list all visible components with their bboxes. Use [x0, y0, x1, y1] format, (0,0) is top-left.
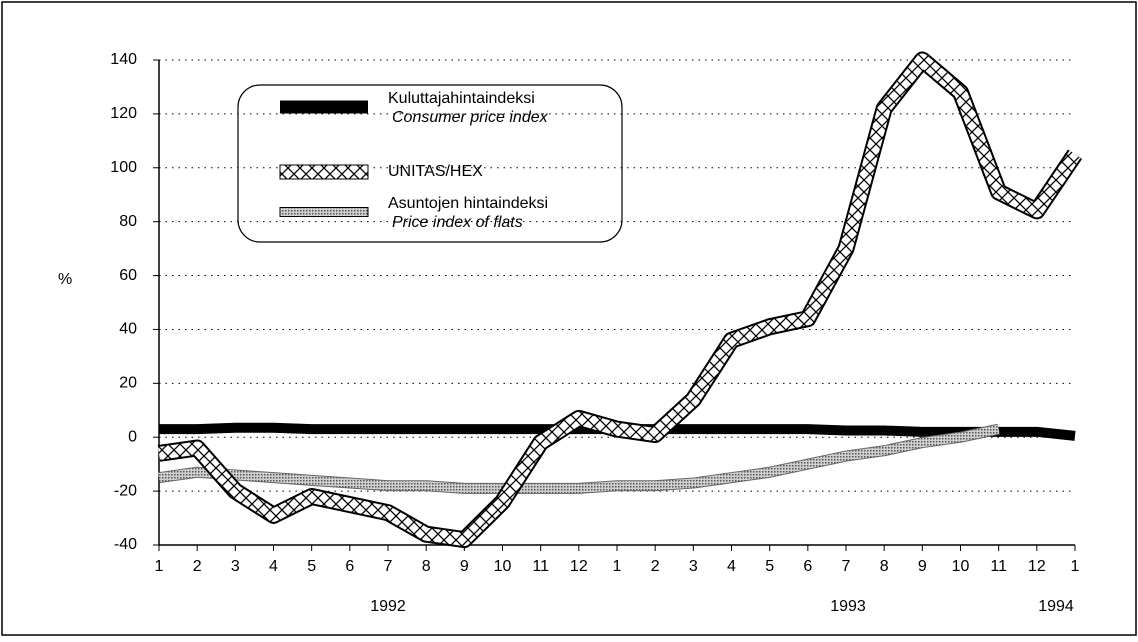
legend-label: UNITAS/HEX: [388, 163, 483, 180]
y-tick-label: 80: [119, 213, 137, 230]
legend-swatch: [280, 100, 368, 114]
x-tick-label: 11: [532, 558, 549, 575]
x-tick-label: 12: [570, 558, 588, 575]
x-tick-label: 4: [727, 558, 736, 575]
x-tick-label: 1: [1071, 558, 1080, 575]
year-label: 1994: [1038, 598, 1074, 615]
legend-label: Kuluttajahintaindeksi: [388, 90, 535, 107]
x-tick-label: 7: [842, 558, 851, 575]
x-tick-label: 10: [494, 558, 512, 575]
x-tick-label: 5: [765, 558, 774, 575]
y-axis-label: %: [58, 271, 72, 288]
x-tick-label: 3: [689, 558, 698, 575]
y-tick-label: -20: [114, 482, 137, 499]
y-tick-label: 0: [128, 428, 137, 445]
year-label: 1992: [370, 598, 406, 615]
x-tick-label: 2: [193, 558, 202, 575]
x-tick-label: 9: [918, 558, 927, 575]
x-tick-label: 7: [384, 558, 393, 575]
y-tick-label: 20: [119, 375, 137, 392]
y-tick-label: 100: [110, 159, 137, 176]
x-tick-label: 8: [880, 558, 889, 575]
y-tick-label: -40: [114, 536, 137, 553]
legend-swatch: [279, 207, 369, 217]
y-tick-label: 140: [110, 51, 137, 68]
x-tick-label: 4: [269, 558, 278, 575]
x-tick-label: 3: [231, 558, 240, 575]
x-tick-label: 2: [651, 558, 660, 575]
series-line: [158, 424, 1000, 493]
x-tick-label: 10: [952, 558, 970, 575]
x-tick-label: 6: [345, 558, 354, 575]
legend-box: [237, 84, 623, 243]
legend-swatch: [279, 164, 369, 180]
x-tick-label: 5: [307, 558, 316, 575]
year-label: 1993: [830, 598, 866, 615]
legend-sublabel: Price index of flats: [392, 214, 523, 231]
y-tick-label: 120: [110, 105, 137, 122]
x-tick-label: 1: [155, 558, 164, 575]
y-tick-label: 40: [119, 321, 137, 338]
x-tick-label: 12: [1028, 558, 1046, 575]
x-tick-label: 6: [803, 558, 812, 575]
x-tick-label: 1: [613, 558, 622, 575]
x-tick-label: 8: [422, 558, 431, 575]
series-line: [158, 53, 1081, 547]
x-tick-label: 11: [990, 558, 1007, 575]
x-tick-label: 9: [460, 558, 469, 575]
legend-label: Asuntojen hintaindeksi: [388, 195, 548, 212]
y-tick-label: 60: [119, 267, 137, 284]
legend-sublabel: Consumer price index: [392, 109, 549, 126]
